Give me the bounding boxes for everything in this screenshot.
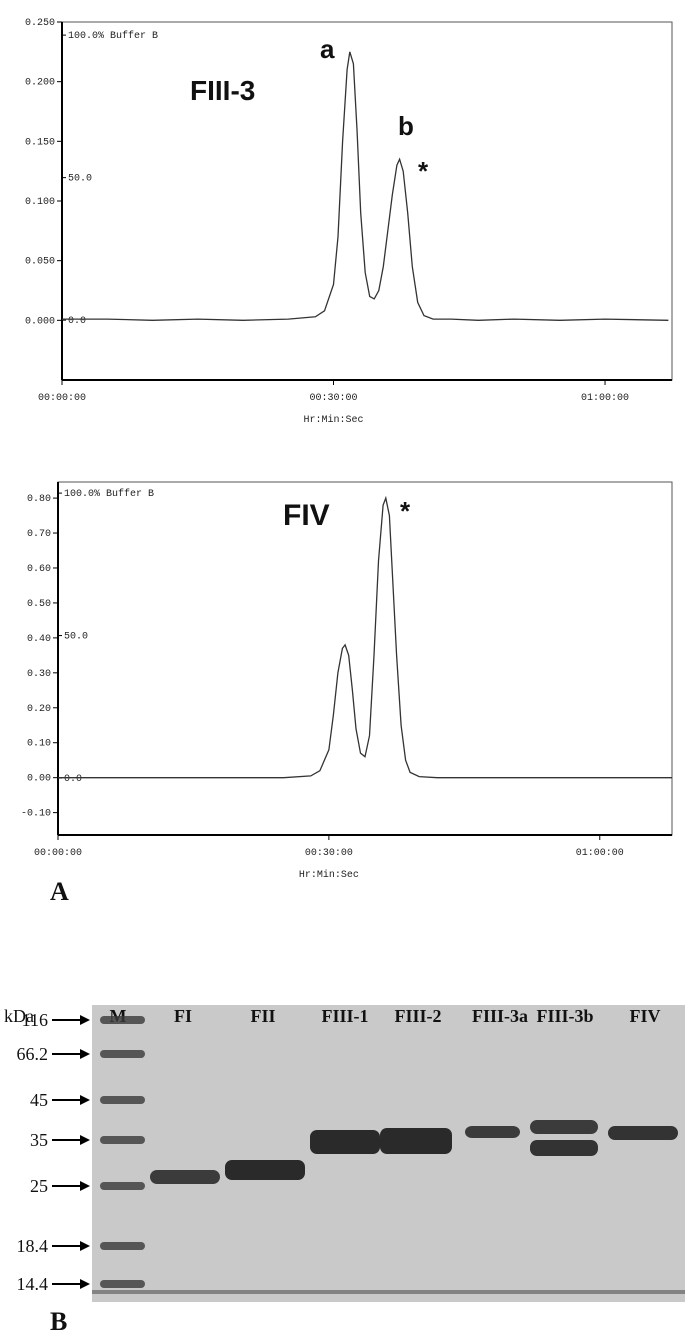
protein-band [465,1126,520,1138]
y2-tick-label: 0.0 [68,316,86,327]
marker-arrowhead [80,1241,90,1251]
lane-label: FI [174,1006,192,1026]
protein-band [380,1128,452,1154]
protein-band [310,1130,380,1154]
y-tick-label: 0.80 [27,494,51,505]
panel-label: A [50,877,69,906]
plot-frame [61,21,673,381]
y-tick-label: 0.000 [25,316,55,327]
lane-label: FII [250,1006,275,1026]
y-tick-label: 0.150 [25,137,55,148]
protein-band [150,1170,220,1184]
x-tick-label: 01:00:00 [576,848,624,859]
y-tick-label: 0.200 [25,78,55,89]
y-tick-label: 0.50 [27,599,51,610]
y-tick-label: 0.70 [27,529,51,540]
panel-label: B [50,1307,67,1335]
marker-arrowhead [80,1279,90,1289]
plot-frame [57,481,673,836]
marker-band [100,1016,145,1024]
chromatogram-line [62,51,669,321]
marker-band [100,1182,145,1190]
chart-title: FIV [283,499,330,532]
marker-arrowhead [80,1049,90,1059]
y-tick-label: -0.10 [21,809,51,820]
y-tick-label: 0.00 [27,774,51,785]
chromatogram-line [58,495,672,779]
lane-label: FIV [630,1006,661,1026]
y-tick-label: 0.40 [27,634,51,645]
gel-unit: kDa [4,1006,34,1026]
marker-label: 116 [22,1010,48,1030]
marker-label: 45 [30,1090,48,1110]
annotation: a [320,34,335,64]
y-tick-label: 0.050 [25,257,55,268]
marker-label: 25 [30,1176,48,1196]
x-tick-label: 00:30:00 [305,848,353,859]
dye-front [92,1290,685,1294]
y-tick-label: 0.20 [27,704,51,715]
x-tick-label: 00:30:00 [310,393,358,404]
annotation: * [418,156,429,186]
marker-arrowhead [80,1135,90,1145]
x-tick-label: 01:00:00 [581,393,629,404]
marker-band [100,1096,145,1104]
marker-band [100,1280,145,1288]
marker-arrowhead [80,1181,90,1191]
lane-label: FIII-2 [394,1006,441,1026]
marker-band [100,1136,145,1144]
marker-label: 18.4 [17,1236,49,1256]
y2-tick-label: 50.0 [68,174,92,185]
y2-tick-label: 100.0% Buffer B [64,488,154,500]
y2-tick-label: 100.0% Buffer B [68,30,158,42]
y-tick-label: 0.250 [25,18,55,29]
x-axis-label: Hr:Min:Sec [299,869,359,881]
protein-band [608,1126,678,1140]
annotation: * [400,496,411,526]
marker-band [100,1050,145,1058]
lane-label: FIII-1 [321,1006,368,1026]
x-tick-label: 00:00:00 [34,848,82,859]
y2-tick-label: 0.0 [64,774,82,785]
x-tick-label: 00:00:00 [38,393,86,404]
marker-arrowhead [80,1095,90,1105]
x-axis-label: Hr:Min:Sec [304,414,364,426]
y-tick-label: 0.30 [27,669,51,680]
marker-band [100,1242,145,1250]
marker-label: 66.2 [17,1044,49,1064]
annotation: b [398,111,414,141]
marker-arrowhead [80,1015,90,1025]
y2-tick-label: 50.0 [64,632,88,643]
y-tick-label: 0.60 [27,564,51,575]
lane-label: FIII-3a [472,1006,528,1026]
chart-title: FIII-3 [190,75,255,106]
protein-band [530,1120,598,1134]
y-tick-label: 0.10 [27,739,51,750]
y-tick-label: 0.100 [25,197,55,208]
marker-label: 35 [30,1130,48,1150]
protein-band [225,1160,305,1180]
lane-label: FIII-3b [536,1006,593,1026]
marker-label: 14.4 [17,1274,49,1294]
protein-band [530,1140,598,1156]
